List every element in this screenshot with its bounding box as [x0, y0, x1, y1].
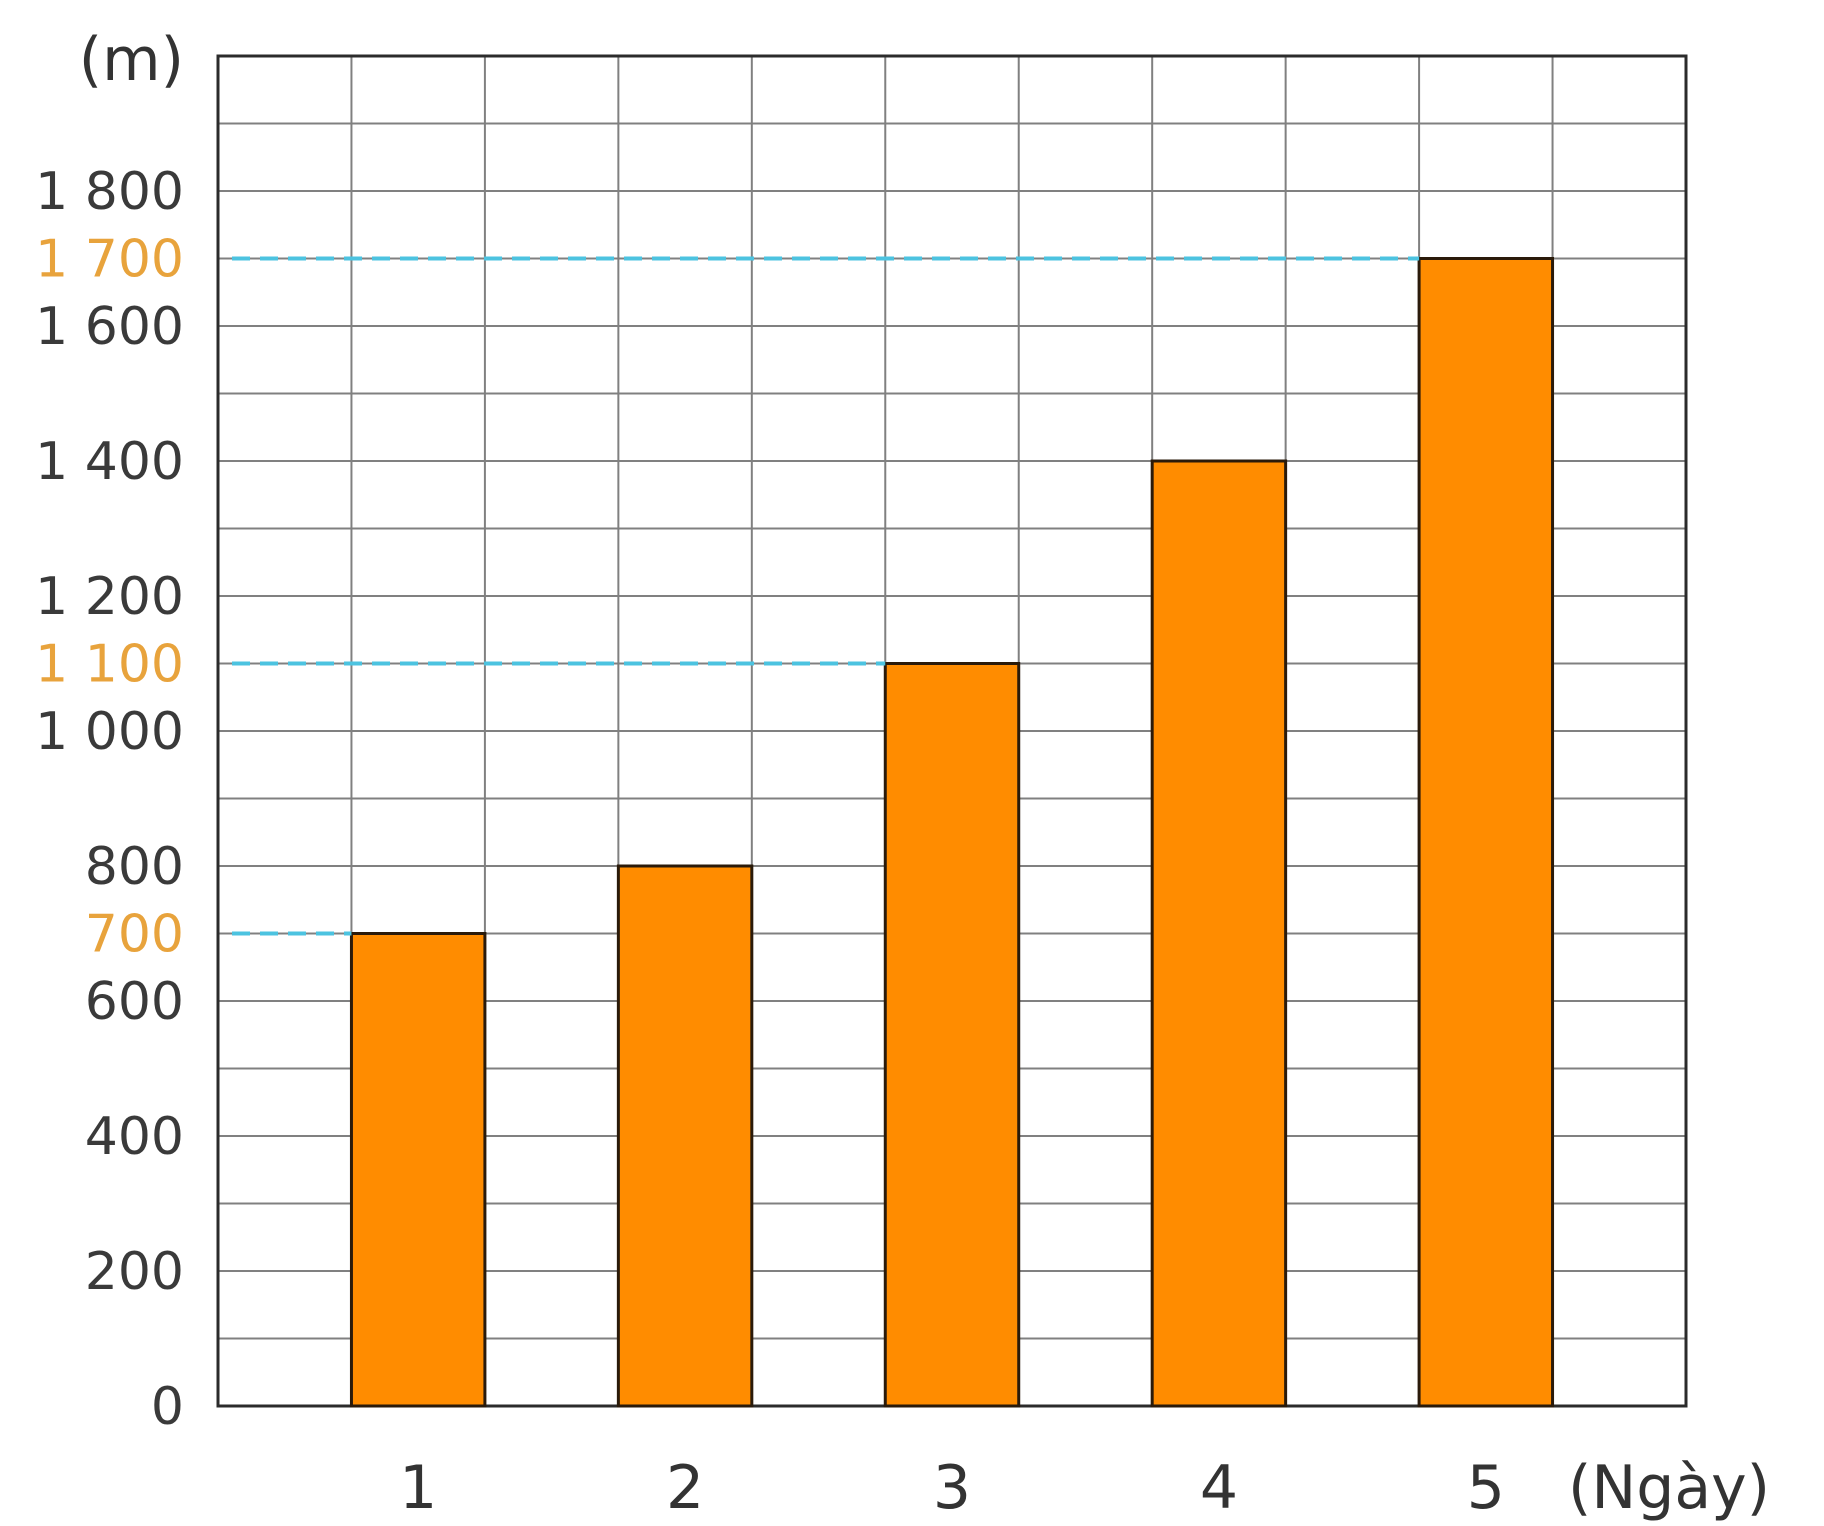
- guide-lines: [232, 256, 1420, 936]
- x-tick-label: 2: [666, 1453, 704, 1523]
- y-tick-label-highlight: 1 100: [35, 635, 184, 695]
- x-tick-label: 5: [1467, 1453, 1505, 1523]
- y-tick-label-highlight: 1 700: [35, 230, 184, 290]
- y-tick-label: 1 800: [35, 162, 184, 222]
- x-tick-labels: 1 2 3 4 5: [399, 1453, 1505, 1523]
- x-axis-unit: (Ngày): [1568, 1453, 1770, 1523]
- bar-day-1: [349, 932, 487, 1408]
- y-tick-label: 1 400: [35, 432, 184, 492]
- bar-day-5: [1417, 257, 1555, 1408]
- x-tick-label: 4: [1200, 1453, 1238, 1523]
- y-tick-label: 1 600: [35, 297, 184, 357]
- y-tick-label-highlight: 700: [85, 905, 184, 965]
- bar-day-3: [883, 662, 1021, 1408]
- bar-day-2: [616, 864, 754, 1408]
- y-tick-label: 1 000: [35, 702, 184, 762]
- x-tick-label: 1: [399, 1453, 437, 1523]
- bars: [349, 257, 1555, 1408]
- y-tick-label: 600: [85, 972, 184, 1032]
- y-axis-unit: (m): [79, 25, 184, 95]
- x-tick-label: 3: [933, 1453, 971, 1523]
- y-tick-label: 0: [151, 1377, 184, 1437]
- y-tick-labels: 0 200 400 600 800 1 000 1 200 1 400 1 600 1 800 70…: [35, 162, 184, 1437]
- bar-day-4: [1150, 459, 1288, 1408]
- y-tick-label: 400: [85, 1107, 184, 1167]
- y-tick-label: 1 200: [35, 567, 184, 627]
- y-tick-label: 200: [85, 1242, 184, 1302]
- y-tick-label: 800: [85, 837, 184, 897]
